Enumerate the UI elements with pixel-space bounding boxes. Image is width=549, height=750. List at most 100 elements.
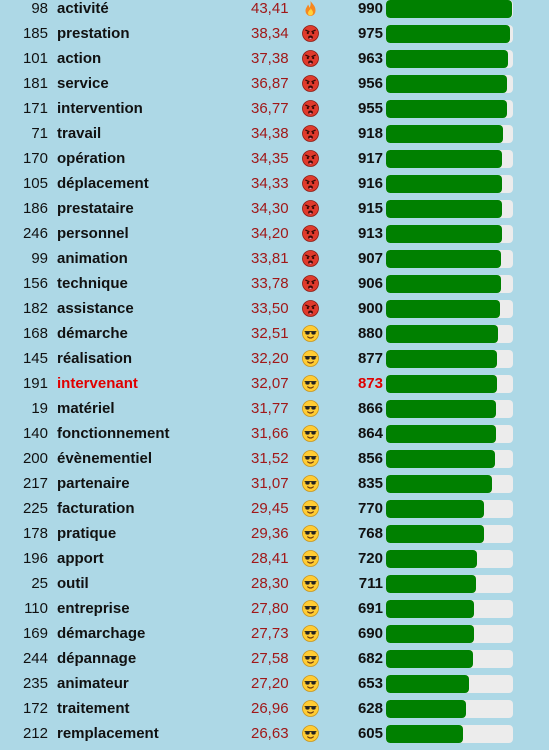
progress-bar-track — [386, 0, 513, 18]
word-label: intervention — [57, 100, 143, 117]
progress-bar-fill — [386, 25, 510, 43]
sunglasses-face-icon — [302, 725, 319, 742]
progress-bar-fill — [386, 175, 503, 193]
count-value: 628 — [357, 700, 383, 717]
score-value: 29,36 — [251, 525, 289, 542]
score-value: 32,07 — [251, 375, 289, 392]
count-value: 605 — [357, 725, 383, 742]
rank-number: 168 — [22, 325, 48, 342]
count-value: 856 — [357, 450, 383, 467]
count-value: 990 — [357, 0, 383, 17]
score-value: 33,81 — [251, 250, 289, 267]
count-value: 711 — [358, 575, 383, 592]
rank-number: 186 — [22, 200, 48, 217]
angry-face-icon — [302, 250, 319, 267]
angry-face-icon — [302, 200, 319, 217]
score-value: 34,35 — [251, 150, 289, 167]
word-label: partenaire — [57, 475, 130, 492]
sunglasses-face-icon — [302, 525, 319, 542]
progress-bar-track — [386, 600, 513, 618]
count-value: 918 — [357, 125, 383, 142]
table-row: 25 outil 28,30 711 — [0, 575, 549, 600]
rank-number: 212 — [22, 725, 48, 742]
progress-bar-fill — [386, 675, 469, 693]
sunglasses-face-icon — [302, 550, 319, 567]
sunglasses-face-icon — [302, 700, 319, 717]
word-label: assistance — [57, 300, 134, 317]
progress-bar-fill — [386, 700, 466, 718]
rank-number: 217 — [22, 475, 48, 492]
progress-bar-track — [386, 275, 513, 293]
table-row: 99 animation 33,81 907 — [0, 250, 549, 275]
angry-face-icon — [302, 50, 319, 67]
word-label: intervenant — [57, 375, 138, 392]
progress-bar-track — [386, 125, 513, 143]
word-label: facturation — [57, 500, 135, 517]
table-row: 101 action 37,38 963 — [0, 50, 549, 75]
progress-bar-fill — [386, 450, 495, 468]
score-value: 26,96 — [251, 700, 289, 717]
table-row: 182 assistance 33,50 900 — [0, 300, 549, 325]
progress-bar-track — [386, 550, 513, 568]
rank-number: 182 — [22, 300, 48, 317]
progress-bar-track — [386, 525, 513, 543]
score-value: 33,50 — [251, 300, 289, 317]
rank-number: 99 — [31, 250, 48, 267]
progress-bar-fill — [386, 425, 496, 443]
angry-face-icon — [302, 275, 319, 292]
progress-bar-track — [386, 400, 513, 418]
count-value: 955 — [357, 100, 383, 117]
table-row: 244 dépannage 27,58 682 — [0, 650, 549, 675]
sunglasses-face-icon — [302, 350, 319, 367]
table-row: 181 service 36,87 956 — [0, 75, 549, 100]
count-value: 906 — [357, 275, 383, 292]
rank-number: 171 — [22, 100, 48, 117]
rank-number: 110 — [24, 600, 48, 617]
rank-number: 140 — [22, 425, 48, 442]
rank-number: 156 — [22, 275, 48, 292]
word-label: entreprise — [57, 600, 130, 617]
progress-bar-fill — [386, 600, 474, 618]
word-label: remplacement — [57, 725, 159, 742]
word-label: démarchage — [57, 625, 146, 642]
progress-bar-fill — [386, 125, 503, 143]
word-label: travail — [57, 125, 102, 142]
table-row: 191 intervenant 32,07 873 — [0, 375, 549, 400]
progress-bar-track — [386, 475, 513, 493]
score-value: 33,78 — [251, 275, 289, 292]
rank-number: 191 — [22, 375, 48, 392]
progress-bar-fill — [386, 150, 503, 168]
word-label: prestataire — [57, 200, 134, 217]
rank-number: 246 — [22, 225, 48, 242]
count-value: 653 — [357, 675, 383, 692]
count-value: 835 — [357, 475, 383, 492]
table-row: 171 intervention 36,77 955 — [0, 100, 549, 125]
word-label: fonctionnement — [57, 425, 170, 442]
rank-number: 196 — [22, 550, 48, 567]
rank-number: 25 — [31, 575, 48, 592]
score-value: 32,51 — [251, 325, 289, 342]
count-value: 691 — [357, 600, 383, 617]
table-row: 19 matériel 31,77 866 — [0, 400, 549, 425]
table-row: 156 technique 33,78 906 — [0, 275, 549, 300]
table-row: 145 réalisation 32,20 877 — [0, 350, 549, 375]
table-row: 196 apport 28,41 720 — [0, 550, 549, 575]
progress-bar-fill — [386, 225, 502, 243]
sunglasses-face-icon — [302, 675, 319, 692]
progress-bar-track — [386, 175, 513, 193]
word-label: action — [57, 50, 102, 67]
count-value: 682 — [357, 650, 383, 667]
table-row: 217 partenaire 31,07 835 — [0, 475, 549, 500]
score-value: 34,33 — [251, 175, 289, 192]
rank-number: 185 — [22, 25, 48, 42]
score-value: 31,66 — [251, 425, 289, 442]
progress-bar-track — [386, 100, 513, 118]
rank-number: 225 — [22, 500, 48, 517]
rank-number: 71 — [31, 125, 48, 142]
progress-bar-track — [386, 450, 513, 468]
score-value: 28,41 — [251, 550, 289, 567]
word-label: personnel — [57, 225, 129, 242]
table-row: 105 déplacement 34,33 916 — [0, 175, 549, 200]
angry-face-icon — [302, 300, 319, 317]
word-label: dépannage — [57, 650, 137, 667]
